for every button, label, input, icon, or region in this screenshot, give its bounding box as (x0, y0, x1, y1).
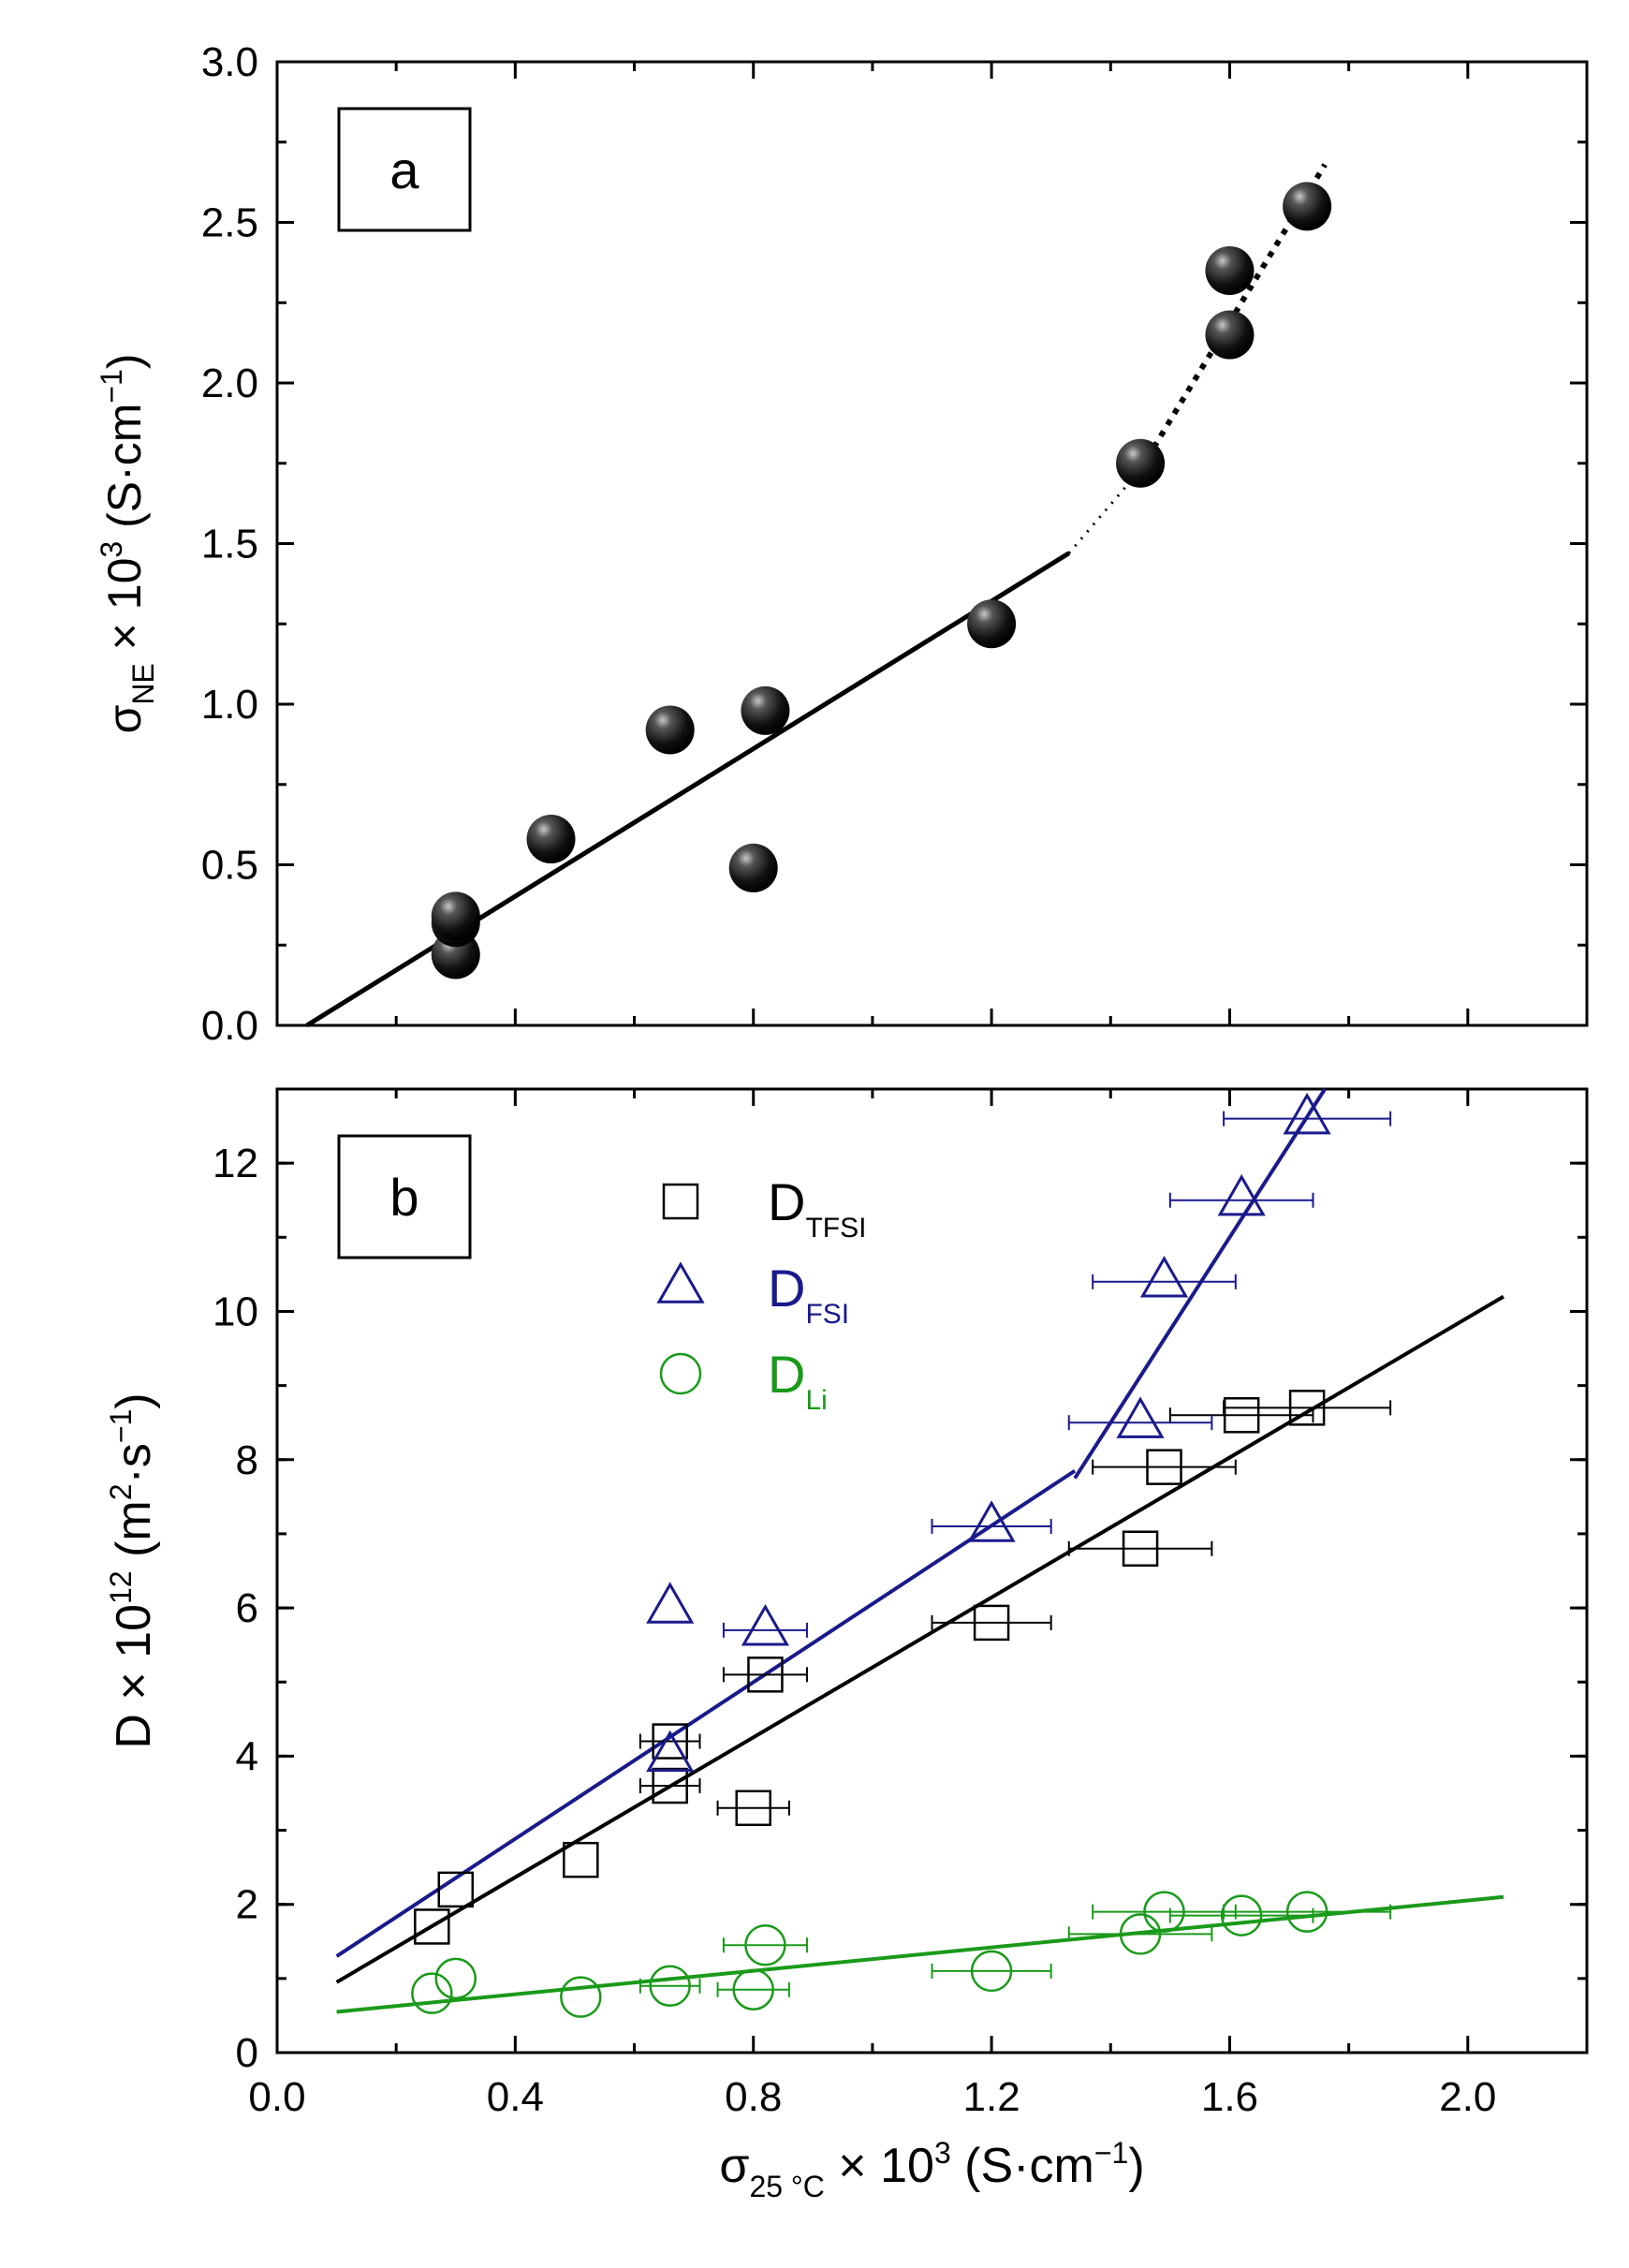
data-point-dli (732, 1968, 774, 2010)
data-point-sigma-ne (1205, 310, 1255, 360)
fit-line (335, 1294, 1504, 1984)
y-tick-label: 4 (236, 1733, 258, 1779)
data-point-sigma-ne (1116, 438, 1166, 488)
data-point-sigma-ne (1205, 245, 1255, 295)
y-tick-label: 1.5 (201, 522, 258, 567)
legend-label: DTFSI (768, 1172, 866, 1244)
y-tick-label: 0.5 (201, 843, 258, 889)
y-tick-label: 1.0 (201, 682, 258, 728)
data-point-dli (1220, 1894, 1263, 1937)
data-point-dfsi (646, 1582, 695, 1624)
fit-line (1073, 1087, 1327, 1480)
x-tick-label: 0.8 (725, 2074, 782, 2120)
data-point-dfsi (741, 1604, 790, 1646)
data-point-dtfsi (437, 1871, 475, 1908)
data-point-dtfsi (973, 1604, 1010, 1642)
data-point-sigma-ne (967, 599, 1017, 649)
data-point-dtfsi (1288, 1390, 1326, 1426)
data-point-dtfsi (652, 1723, 688, 1760)
y-axis-label: σNE × 103 (S·cm−1) (95, 353, 160, 733)
data-point-dfsi (1283, 1092, 1331, 1135)
data-point-sigma-ne (728, 843, 778, 892)
data-point-dli (1143, 1891, 1185, 1933)
legend-label: DFSI (768, 1259, 849, 1330)
y-tick-label: 2 (236, 1882, 258, 1928)
data-point-dli (970, 1950, 1013, 1993)
x-axis-label: σ25 °C × 103 (S·cm−1) (719, 2136, 1144, 2203)
x-tick-label: 0.4 (487, 2074, 544, 2120)
fit-line-solid (305, 551, 1071, 1028)
fit-line (335, 1468, 1077, 1958)
data-point-dtfsi (414, 1908, 450, 1945)
fit-line (336, 1894, 1504, 2014)
x-tick-label: 0.0 (248, 2074, 305, 2120)
data-point-sigma-ne (741, 685, 790, 735)
panel-label: b (389, 1168, 418, 1227)
data-point-dli (744, 1923, 786, 1966)
data-point-dfsi (1116, 1396, 1165, 1438)
y-tick-label: 2.0 (201, 361, 258, 406)
panel-label-box (337, 107, 472, 232)
y-tick-label: 2.5 (201, 200, 258, 246)
data-point-dli (560, 1976, 602, 2018)
panel-label: a (389, 140, 419, 199)
data-point-dtfsi (1223, 1397, 1260, 1434)
data-point-dtfsi (563, 1841, 599, 1878)
y-tick-label: 6 (236, 1585, 258, 1631)
legend-marker-circle (659, 1352, 702, 1395)
data-point-dli (1285, 1891, 1328, 1933)
data-point-sigma-ne (431, 891, 480, 941)
data-point-sigma-ne (526, 815, 576, 864)
x-tick-label: 2.0 (1439, 2074, 1496, 2120)
data-point-dtfsi (1146, 1449, 1182, 1485)
panel-a: 0.0 0.5 1.0 1.5 2.0 2.5 3.0 a σNE × 103 (S·cm−1) (95, 39, 1589, 1049)
y-tick-label: 0.0 (201, 1003, 258, 1049)
data-point-dfsi (1139, 1255, 1189, 1298)
data-point-dtfsi (747, 1657, 784, 1693)
data-point-dfsi (1217, 1173, 1266, 1216)
panel-label-box (337, 1134, 472, 1259)
x-tick-label: 1.2 (963, 2074, 1020, 2120)
data-point-dtfsi (652, 1767, 688, 1804)
legend-marker-square (662, 1183, 699, 1220)
data-point-dfsi (967, 1500, 1016, 1542)
panel-b: 0.0 0.4 0.8 1.2 1.6 2.0 0 2 4 6 8 10 12 b DTFSI DFSI DLi… (104, 1087, 1589, 2203)
data-point-dli (434, 1957, 477, 2000)
data-point-dtfsi (1122, 1530, 1159, 1568)
data-point-dtfsi (735, 1789, 771, 1827)
y-tick-label: 0 (236, 2030, 258, 2076)
data-point-dli (1119, 1913, 1162, 1955)
data-point-dli (649, 1965, 691, 2008)
legend-marker-triangle (656, 1261, 705, 1303)
y-axis-label: D × 1012 (m2·s−1) (104, 1392, 161, 1748)
y-tick-label: 3.0 (201, 39, 258, 85)
panel-b-frame (275, 1087, 1589, 2054)
y-tick-label: 8 (236, 1437, 258, 1483)
data-point-dfsi (646, 1730, 695, 1773)
y-tick-label: 10 (213, 1289, 258, 1334)
data-point-sigma-ne (1283, 182, 1332, 231)
data-point-dli (411, 1972, 453, 2014)
panel-a-frame (275, 60, 1589, 1027)
legend-label: DLi (768, 1345, 828, 1416)
y-tick-label: 12 (213, 1141, 258, 1186)
legend: DTFSI DFSI DLi (656, 1172, 866, 1416)
x-tick-label: 1.6 (1201, 2074, 1258, 2120)
data-point-sigma-ne (645, 705, 695, 755)
